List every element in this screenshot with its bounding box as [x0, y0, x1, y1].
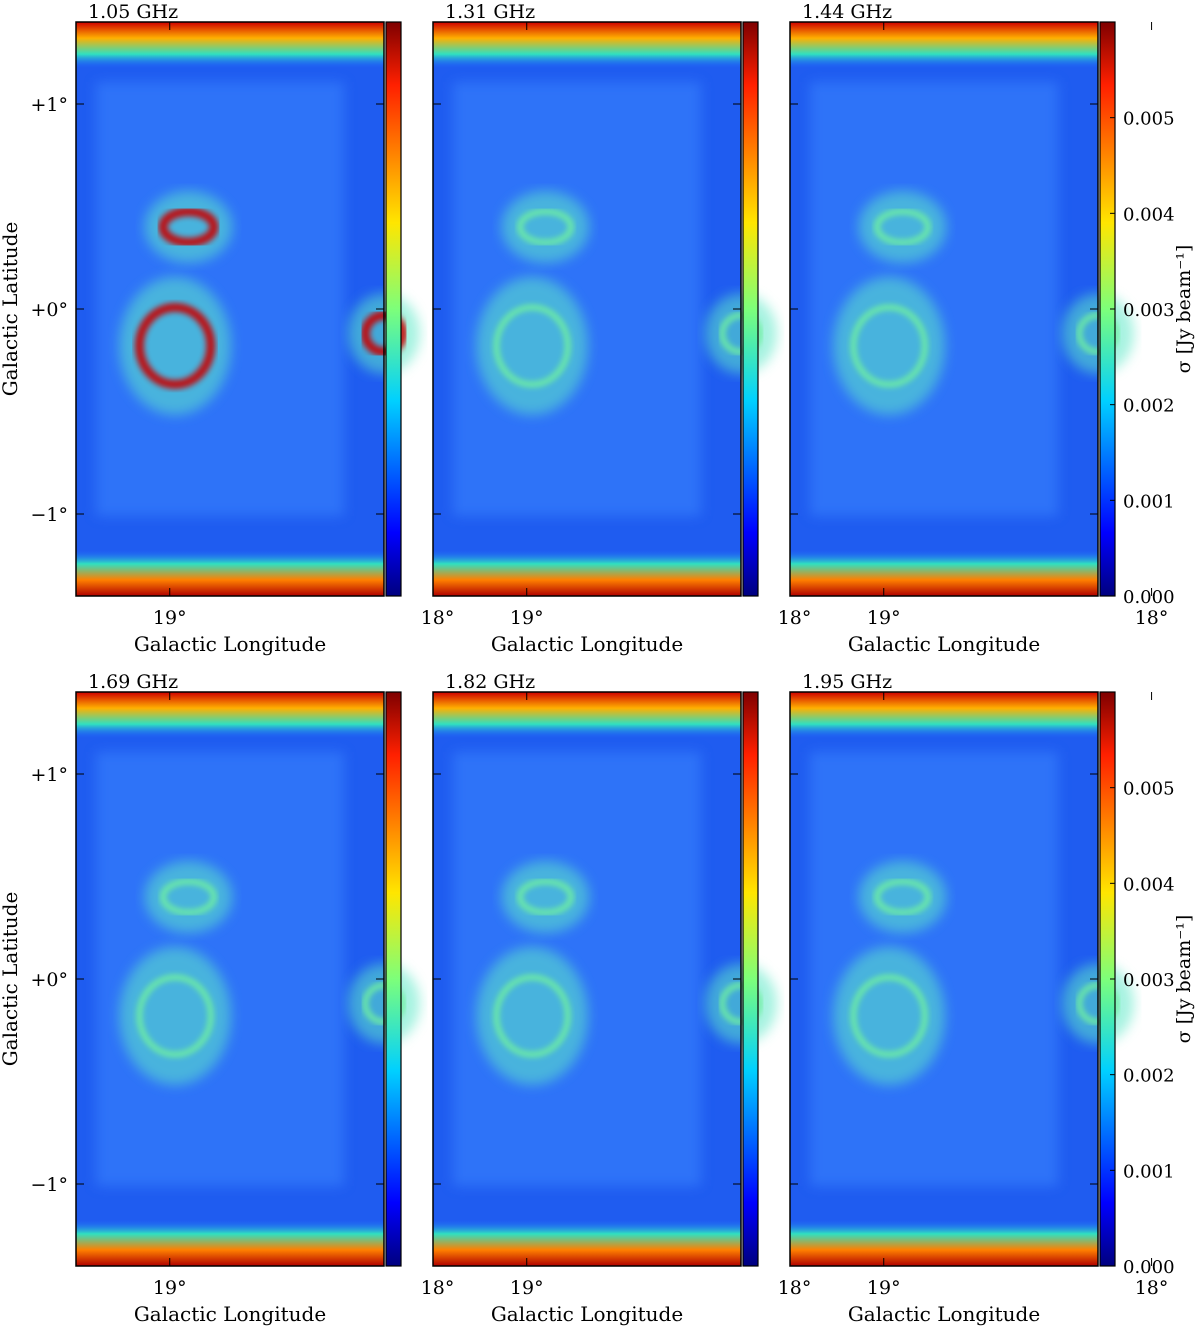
colorbar-tick-label: 0.001 — [1123, 1161, 1175, 1182]
y-axis-label: Galactic Latitude — [0, 892, 22, 1067]
x-tick-label: 19° — [867, 1277, 901, 1299]
colorbar-tick-label: 0.003 — [1123, 300, 1175, 321]
x-tick-label: 19° — [867, 607, 901, 629]
x-axis-label: Galactic Longitude — [134, 1302, 326, 1326]
heatmap-feature — [873, 878, 931, 916]
heatmap-edge-bottom — [790, 1220, 1098, 1266]
x-axis-label: Galactic Longitude — [848, 1302, 1040, 1326]
panel-title: 1.82 GHz — [445, 671, 535, 693]
panel-title: 1.44 GHz — [802, 1, 892, 23]
heatmap-noise-field — [453, 752, 701, 1186]
x-tick-label: 18° — [1135, 1277, 1169, 1299]
y-tick-label: +0° — [30, 299, 68, 321]
heatmap-halo — [119, 276, 232, 415]
colorbar-tick-label: 0.001 — [1123, 491, 1175, 512]
heatmap-feature — [158, 207, 219, 247]
heatmap-noise-field — [96, 752, 344, 1186]
heatmap-halo — [501, 861, 590, 933]
panel-1-31-ghz: 19° 18° 1.31 GHz Galactic Longitude — [432, 1, 812, 656]
colorbar-tick-label: 0.000 — [1123, 587, 1175, 608]
heatmap-halo — [858, 861, 947, 933]
panel-title: 1.95 GHz — [802, 671, 892, 693]
x-axis-label: Galactic Longitude — [848, 632, 1040, 656]
x-axis-label: Galactic Longitude — [491, 632, 683, 656]
y-tick-label: +1° — [30, 764, 68, 786]
panel-1-82-ghz: 19° 18° 1.82 GHz Galactic Longitude — [432, 671, 812, 1326]
x-tick-label: 18° — [778, 607, 812, 629]
colorbar-tick-label: 0.005 — [1123, 109, 1175, 130]
colorbar — [385, 21, 402, 597]
panel-1-05-ghz: 19° 18° +1° +0° −1° 1.05 GHz Galactic Longitud… — [0, 1, 454, 656]
heatmap-feature — [516, 878, 574, 916]
panel-title: 1.05 GHz — [88, 1, 178, 23]
colorbar-tick-label: 0.002 — [1123, 396, 1175, 417]
colorbar — [742, 21, 759, 597]
heatmap-halo — [119, 946, 232, 1085]
colorbar-tick-label: 0.002 — [1123, 1066, 1175, 1087]
y-tick-label: −1° — [30, 1174, 68, 1196]
colorbar-tick-label: 0.004 — [1123, 204, 1175, 225]
colorbar-tick-label: 0.003 — [1123, 970, 1175, 991]
x-tick-label: 18° — [778, 1277, 812, 1299]
heatmap-edge-bottom — [790, 550, 1098, 596]
heatmap-halo — [144, 191, 233, 263]
y-tick-label: −1° — [30, 504, 68, 526]
panel-title: 1.31 GHz — [445, 1, 535, 23]
x-axis-label: Galactic Longitude — [491, 1302, 683, 1326]
y-tick-label: +0° — [30, 969, 68, 991]
heatmap-halo — [501, 191, 590, 263]
heatmap-feature — [493, 304, 571, 388]
heatmap-noise-field — [453, 82, 701, 516]
heatmap-edge-top — [76, 22, 384, 68]
colorbar — [385, 691, 402, 1267]
colorbar-label: σ [Jy beam⁻¹] — [1173, 245, 1195, 374]
colorbar-tick-label: 0.005 — [1123, 779, 1175, 800]
heatmap-edge-bottom — [433, 550, 741, 596]
heatmap-edge-bottom — [76, 550, 384, 596]
colorbar-label: σ [Jy beam⁻¹] — [1173, 915, 1195, 1044]
heatmap-edge-top — [433, 22, 741, 68]
heatmap-feature — [134, 302, 216, 389]
heatmap-edge-top — [76, 692, 384, 738]
x-tick-label: 19° — [510, 1277, 544, 1299]
panel-1-95-ghz: 19° 18° 1.95 GHz Galactic Longitude 0.000 0.0… — [789, 671, 1195, 1326]
heatmap-feature — [493, 974, 571, 1058]
heatmap-noise-field — [810, 752, 1058, 1186]
panel-1-69-ghz: 19° 18° +1° +0° −1° 1.69 GHz Galactic Longitud… — [0, 671, 454, 1326]
heatmap-feature — [850, 304, 928, 388]
x-tick-label: 19° — [153, 1277, 187, 1299]
y-tick-label: +1° — [30, 94, 68, 116]
heatmap-edge-bottom — [76, 1220, 384, 1266]
heatmap-noise-field — [810, 82, 1058, 516]
heatmap-halo — [833, 276, 946, 415]
panel-title: 1.69 GHz — [88, 671, 178, 693]
x-tick-label: 18° — [421, 1277, 455, 1299]
heatmap-feature — [850, 974, 928, 1058]
heatmap-edge-bottom — [433, 1220, 741, 1266]
heatmap-halo — [858, 191, 947, 263]
x-tick-label: 18° — [1135, 607, 1169, 629]
heatmap-halo — [833, 946, 946, 1085]
heatmap-noise-field — [96, 82, 344, 516]
heatmap-feature — [159, 878, 217, 916]
panel-1-44-ghz: 19° 18° 1.44 GHz Galactic Longitude 0.000 0.0… — [789, 1, 1195, 656]
heatmap-feature — [136, 974, 214, 1058]
y-axis-label: Galactic Latitude — [0, 222, 22, 397]
x-tick-label: 19° — [153, 607, 187, 629]
colorbar — [742, 691, 759, 1267]
x-axis-label: Galactic Longitude — [134, 632, 326, 656]
heatmap-halo — [476, 946, 589, 1085]
heatmap-edge-top — [790, 22, 1098, 68]
heatmap-feature — [873, 208, 931, 246]
heatmap-edge-top — [433, 692, 741, 738]
heatmap-halo — [476, 276, 589, 415]
x-tick-label: 19° — [510, 607, 544, 629]
heatmap-edge-top — [790, 692, 1098, 738]
colorbar-tick-label: 0.004 — [1123, 874, 1175, 895]
colorbar-tick-label: 0.000 — [1123, 1257, 1175, 1278]
heatmap-halo — [144, 861, 233, 933]
heatmap-feature — [516, 208, 574, 246]
x-tick-label: 18° — [421, 607, 455, 629]
